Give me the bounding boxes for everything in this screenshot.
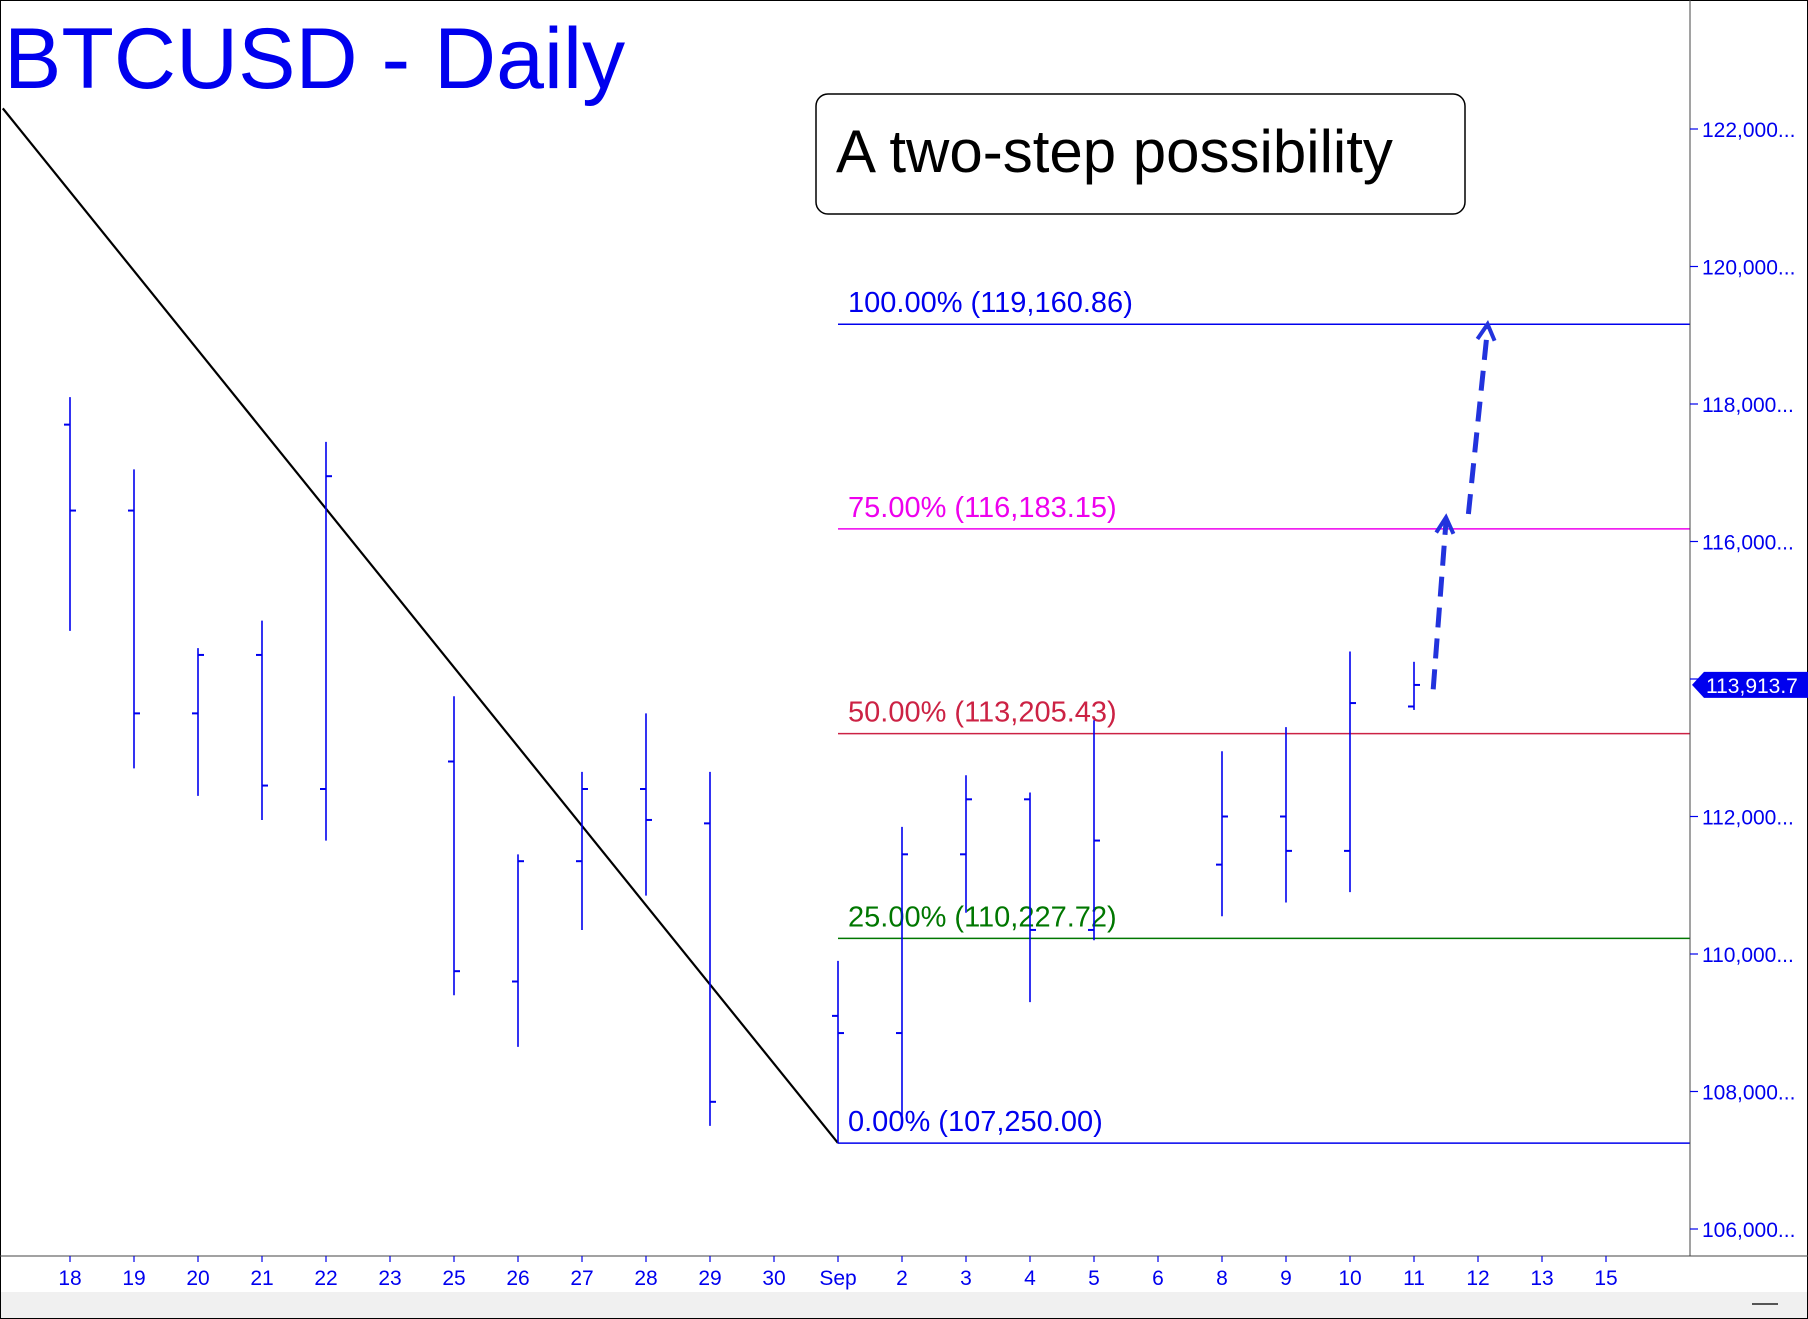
y-tick-label: 122,000...	[1702, 119, 1795, 142]
chart-title: BTCUSD - Daily	[4, 11, 625, 107]
fib-label: 100.00% (119,160.86)	[848, 287, 1133, 319]
ohlc-bar	[1088, 720, 1100, 941]
x-tick-label: 26	[506, 1267, 529, 1290]
x-tick-label: 22	[314, 1267, 337, 1290]
annotation-frame	[815, 93, 1466, 215]
x-tick-label: 18	[58, 1267, 81, 1290]
x-tick-label: 3	[960, 1267, 972, 1290]
x-tick-label: 9	[1280, 1267, 1292, 1290]
ohlc-bar	[832, 960, 844, 1144]
fib-label: 0.00% (107,250.00)	[848, 1106, 1103, 1138]
projection-arrow	[1430, 513, 1456, 690]
ohlc-bar	[512, 854, 524, 1047]
ohlc-bar	[1344, 651, 1356, 893]
price-bars	[64, 397, 1420, 1144]
y-tick-label: 116,000...	[1702, 532, 1794, 555]
projection-arrows	[1430, 320, 1497, 690]
annotation-text: A two-step possibility	[836, 118, 1393, 185]
x-tick-label: 15	[1594, 1267, 1617, 1290]
x-tick-label: 12	[1466, 1267, 1489, 1290]
last-price-flag	[1692, 671, 1808, 698]
ohlc-bar	[704, 771, 716, 1126]
y-tick-label: 118,000...	[1702, 394, 1794, 417]
x-tick-label: 19	[122, 1267, 145, 1290]
last-price-marker: 113,913.7	[1692, 671, 1808, 698]
arrow-shaft	[1430, 521, 1449, 690]
ohlc-bar	[1280, 727, 1292, 903]
y-tick-label: 112,000...	[1702, 807, 1794, 830]
x-tick-label: 4	[1024, 1267, 1036, 1290]
ohlc-bar	[960, 775, 972, 913]
y-tick-label: 110,000...	[1702, 944, 1794, 967]
x-tick-label: 2	[896, 1267, 908, 1290]
x-tick-label: 8	[1216, 1267, 1228, 1290]
fib-label: 75.00% (116,183.15)	[848, 492, 1117, 524]
scrollbar-track	[1, 1292, 1807, 1318]
y-tick-label: 120,000...	[1702, 257, 1795, 280]
ohlc-bar	[1216, 751, 1228, 917]
x-tick-label: 11	[1403, 1267, 1425, 1290]
y-tick-label: 108,000...	[1702, 1082, 1795, 1105]
x-tick-label: 13	[1530, 1267, 1553, 1290]
ohlc-bar	[128, 469, 140, 769]
x-tick-label: 29	[698, 1267, 721, 1290]
arrow-shaft	[1465, 327, 1491, 515]
projection-arrow	[1465, 320, 1497, 515]
ohlc-bar	[64, 397, 76, 631]
ohlc-bar	[1408, 661, 1420, 710]
x-tick-label: 30	[762, 1267, 785, 1290]
fib-levels: 0.00% (107,250.00) 25.00% (110,227.72) 50.…	[838, 287, 1690, 1144]
ohlc-bar	[640, 713, 652, 896]
annotation-box: A two-step possibility	[815, 93, 1466, 215]
arrow-head	[1475, 320, 1497, 342]
ohlc-bar	[192, 648, 204, 796]
fib-label: 25.00% (110,227.72)	[848, 901, 1117, 933]
ohlc-bar	[448, 696, 460, 996]
x-tick-label: 21	[250, 1267, 273, 1290]
x-tick-label: 10	[1338, 1267, 1361, 1290]
ohlc-bar	[1024, 792, 1036, 1003]
trendline-layer	[1, 107, 839, 1144]
x-tick-label: 5	[1088, 1267, 1100, 1290]
y-tick-label: 106,000...	[1702, 1219, 1795, 1242]
x-tick-label: 23	[378, 1267, 401, 1290]
x-tick-label: 20	[186, 1267, 209, 1290]
fib-label: 50.00% (113,205.43)	[848, 697, 1117, 729]
ohlc-bar	[320, 441, 332, 841]
trendline	[1, 107, 839, 1144]
x-tick-label: Sep	[819, 1267, 856, 1290]
x-tick-label: 27	[570, 1267, 593, 1290]
x-tick-label: 6	[1152, 1267, 1164, 1290]
ohlc-bar	[896, 826, 908, 1116]
arrow-head	[1434, 513, 1456, 535]
last-price-label: 113,913.7	[1706, 675, 1798, 698]
ohlc-bar	[576, 771, 588, 930]
x-tick-label: 28	[634, 1267, 657, 1290]
ohlc-bar	[256, 620, 268, 820]
x-tick-label: 25	[442, 1267, 465, 1290]
